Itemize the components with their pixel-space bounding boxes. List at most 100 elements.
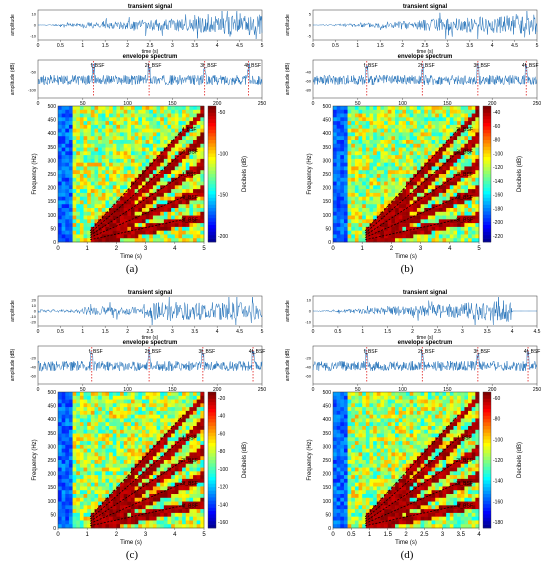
spectrogram-cell: [141, 418, 146, 423]
spectrogram-cell: [464, 181, 469, 186]
spectrogram-cell: [391, 174, 396, 179]
spectrogram-cell: [336, 155, 341, 160]
spectrogram-cell: [182, 219, 187, 224]
spectrogram-cell: [145, 520, 150, 525]
spectrogram-cell: [120, 234, 124, 239]
spectrogram-cell: [431, 113, 436, 118]
spectrogram-cell: [387, 151, 392, 156]
spectrogram-cell: [134, 211, 139, 216]
spectrogram-cell: [156, 452, 161, 457]
spectrogram-cell: [446, 124, 451, 129]
spectrogram-cell: [174, 151, 179, 156]
spectrogram-cell: [123, 106, 128, 111]
spectrogram-cell: [98, 399, 103, 404]
spectrogram-cell: [101, 516, 106, 521]
spectrogram-cell: [365, 170, 370, 175]
spectrogram-cell: [453, 204, 458, 209]
spectrogram-cell: [189, 482, 194, 487]
spectrogram-cell: [343, 486, 348, 491]
spectrogram-cell: [409, 124, 414, 129]
spectrogram-cell: [109, 117, 114, 122]
colorbar-segment: [208, 191, 216, 195]
spectrogram-cell: [182, 456, 187, 461]
spectrogram-cell: [127, 478, 132, 483]
spectrogram-cell: [141, 234, 146, 239]
spectrogram-cell: [83, 441, 88, 446]
spectrogram-cell: [131, 185, 135, 190]
spectrogram-cell: [185, 460, 190, 465]
spectrogram-cell: [109, 463, 114, 468]
colorbar-segment: [208, 477, 216, 481]
spectrogram-cell: [449, 174, 454, 179]
spectrogram-cell: [196, 234, 201, 239]
spectrogram-cell: [61, 433, 66, 438]
spectrogram-cell: [416, 226, 421, 231]
transient-xtick: 2: [126, 43, 129, 49]
spectrogram-cell: [343, 143, 348, 148]
spectrogram-cell: [167, 422, 172, 427]
spectrogram-cell: [171, 448, 176, 453]
spectrogram-cell: [442, 238, 447, 243]
spectrogram-cell: [446, 162, 451, 167]
spectrogram-cell: [116, 166, 121, 171]
spectrogram-cell: [90, 200, 95, 205]
spectrogram-cell: [365, 140, 370, 145]
spectrogram-cell: [420, 181, 425, 186]
spectrogram-cell: [109, 106, 114, 111]
spectrogram-cell: [94, 140, 99, 145]
spectrogram-cell: [131, 497, 135, 502]
spectrogram-cell: [189, 426, 194, 431]
spectrogram-cell: [398, 189, 403, 194]
spectrogram-cell: [83, 467, 88, 472]
spectrogram-cell: [406, 238, 410, 243]
spectrogram-cell: [475, 219, 480, 224]
spectrogram-cell: [76, 429, 81, 434]
spectrogram-cell: [406, 185, 410, 190]
spectrogram-cell: [83, 234, 88, 239]
spectrogram-cell: [116, 426, 121, 431]
spectrogram-cell: [131, 170, 135, 175]
spectrogram-cell: [109, 174, 114, 179]
colorbar-segment: [483, 194, 491, 199]
spectrogram-cell: [193, 403, 197, 408]
spectrogram-cell: [351, 192, 356, 197]
spectrogram-cell: [333, 429, 337, 434]
spectrogram-cell: [120, 460, 124, 465]
spectrogram-cell: [87, 151, 92, 156]
spectrogram-cell: [68, 219, 73, 224]
spectrogram-cell: [65, 399, 70, 404]
spectrogram-cell: [387, 106, 392, 111]
colorbar-segment: [208, 517, 216, 522]
spectrogram-cell: [109, 132, 114, 137]
spectrogram-cell: [340, 475, 345, 480]
spectrogram-cell: [149, 106, 154, 111]
spectrogram-cell: [185, 158, 190, 163]
spectrogram-cell: [98, 463, 103, 468]
transient-xtick: 1.5: [102, 43, 109, 49]
spectrogram-cell: [171, 204, 176, 209]
spectrogram-cell: [72, 185, 77, 190]
spectrogram-cell: [347, 223, 352, 228]
spectrogram-cell: [58, 516, 62, 521]
spectrogram-cell: [120, 140, 124, 145]
spectrogram-cell: [178, 136, 183, 141]
spectrogram-cell: [58, 113, 62, 118]
spectrogram-cell: [416, 196, 421, 201]
spectrogram-cell: [365, 223, 370, 228]
spectrogram-cell: [343, 516, 348, 521]
spectrogram-cell: [442, 155, 447, 160]
spectrogram-cell: [424, 208, 429, 213]
order-line: [364, 196, 459, 238]
spectrogram-cell: [76, 444, 81, 449]
spectrogram-cell: [475, 181, 480, 186]
spectrogram-cell: [343, 490, 348, 495]
spectrogram-cell: [138, 226, 143, 231]
spectrogram-cell: [112, 174, 117, 179]
spectrogram-cell: [58, 524, 62, 529]
spectrogram-cell: [413, 158, 418, 163]
spectrogram-cell: [79, 501, 84, 506]
spectrogram-cell: [90, 170, 95, 175]
spectrogram-cell: [156, 490, 161, 495]
spectrogram-cell: [182, 418, 187, 423]
spectrogram-cell: [460, 166, 465, 171]
